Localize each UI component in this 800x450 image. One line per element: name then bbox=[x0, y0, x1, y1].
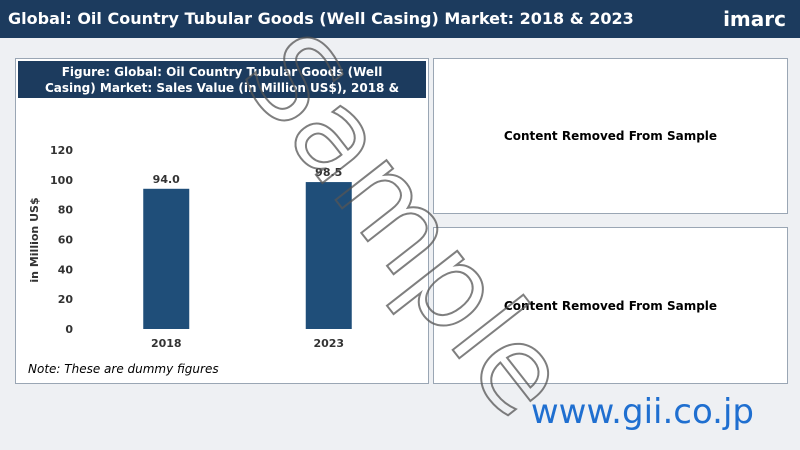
bar bbox=[143, 188, 190, 329]
watermark: Sample bbox=[216, 8, 597, 442]
y-tick-label: 100 bbox=[50, 174, 73, 187]
x-tick-label: 2018 bbox=[151, 337, 182, 350]
y-tick-label: 120 bbox=[50, 144, 73, 157]
chart-panel bbox=[15, 58, 429, 384]
y-tick-label: 80 bbox=[58, 204, 74, 217]
content-panel: Content Removed From Sample bbox=[433, 58, 788, 214]
y-axis-label: in Million US$ bbox=[28, 197, 41, 282]
value-label: 98.5 bbox=[315, 166, 342, 179]
bar bbox=[305, 182, 352, 329]
note: Note: These are dummy figures bbox=[28, 362, 219, 376]
website: www.gii.co.jp bbox=[530, 392, 754, 432]
logo: imarc bbox=[723, 7, 786, 31]
y-tick-label: 40 bbox=[58, 263, 74, 276]
header-title: Global: Oil Country Tubular Goods (Well … bbox=[0, 0, 800, 38]
value-label: 94.0 bbox=[153, 173, 180, 186]
chart-title: Figure: Global: Oil Country Tubular Good… bbox=[18, 61, 426, 111]
content-panel: Content Removed From Sample bbox=[433, 227, 788, 384]
y-tick-label: 20 bbox=[58, 293, 74, 306]
y-tick-label: 0 bbox=[65, 323, 73, 336]
x-tick-label: 2023 bbox=[313, 337, 344, 350]
y-tick-label: 60 bbox=[58, 234, 74, 247]
